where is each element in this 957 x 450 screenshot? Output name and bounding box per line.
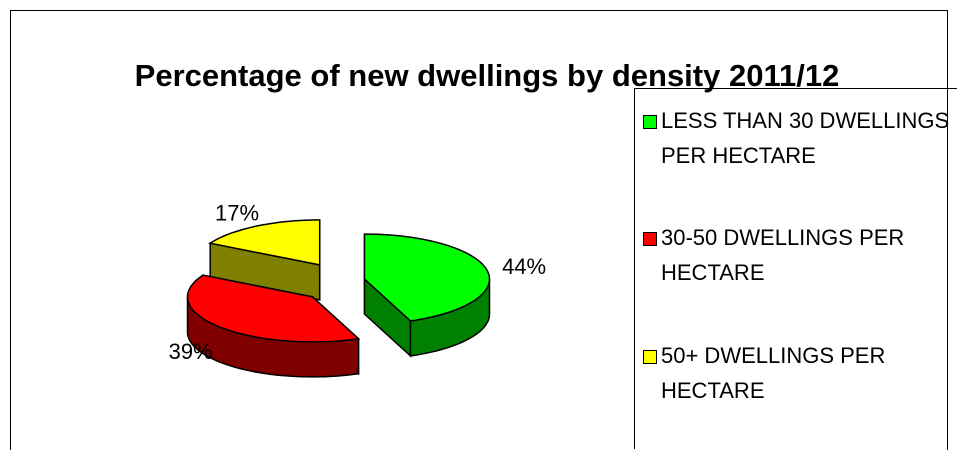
data-label: 39% (169, 339, 213, 364)
slice (208, 219, 321, 266)
legend-label: LESS THAN 30 DWELLINGS PER HECTARE (661, 108, 950, 168)
legend-label: 50+ DWELLINGS PER HECTARE (661, 343, 886, 403)
slice (363, 233, 491, 322)
chart: 44% 39% 17% (169, 200, 546, 378)
legend-swatch (643, 115, 657, 129)
data-label: 44% (502, 254, 546, 279)
legend-swatch (643, 232, 657, 246)
data-label: 17% (215, 200, 259, 225)
chart-frame (10, 10, 948, 450)
legend-label: 30-50 DWELLINGS PER HECTARE (661, 225, 905, 285)
legend: LESS THAN 30 DWELLINGS PER HECTARE 30-50 … (634, 88, 957, 449)
page: 44% 39% 17% Percentage of new dwellings by… (10, 10, 957, 450)
chart-title: Percentage of new dwellings by density 2… (134, 58, 840, 93)
legend-swatch (643, 350, 657, 364)
slice (186, 274, 361, 343)
